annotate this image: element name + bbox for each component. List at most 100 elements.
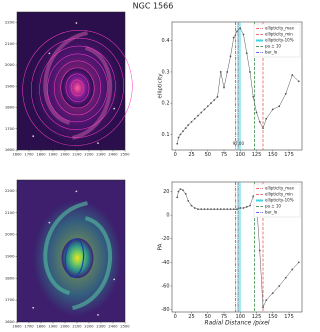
data-point [197, 208, 199, 211]
star [97, 314, 99, 316]
data-point [258, 121, 261, 123]
y-tick-label: 1700 [5, 297, 15, 302]
data-point [242, 33, 245, 36]
data-point [197, 114, 199, 117]
y-tick-label: 2100 [5, 210, 15, 215]
star [97, 142, 99, 145]
x-tick-label: 175 [284, 314, 294, 320]
y-axis-label: PA [158, 243, 164, 250]
data-point [239, 27, 242, 30]
legend-label: ellipticity-10% [265, 198, 294, 203]
isophote-ellipse [39, 45, 116, 131]
y-tick-label: 2200 [5, 20, 15, 25]
data-point [216, 96, 219, 98]
data-point [182, 189, 184, 192]
data-point [203, 108, 206, 111]
x-tick-label: 1700 [24, 153, 34, 157]
star [75, 22, 78, 24]
data-point [200, 208, 203, 211]
y-tick-label: 0.4 [162, 38, 170, 44]
legend-label: ellipticity_max [265, 186, 295, 191]
star [75, 190, 78, 193]
data-point [245, 52, 248, 55]
star [32, 135, 35, 138]
spiral-arm [71, 45, 113, 140]
x-tick-label: 25 [188, 314, 194, 320]
data-point [176, 196, 179, 199]
data-point [190, 121, 193, 123]
y-axis-label: ellipticity [158, 73, 164, 99]
data-point [291, 268, 294, 271]
y-tick-label: 2200 [5, 188, 15, 193]
y-tick-label: 0.1 [162, 132, 170, 138]
y-tick-label: 0.2 [162, 101, 170, 107]
data-point [219, 71, 222, 73]
y-tick-label: 1900 [5, 83, 15, 88]
x-tick-label: 1800 [36, 325, 46, 329]
data-point [262, 127, 264, 130]
x-tick-label: 175 [284, 152, 294, 158]
y-tick-label: 1900 [5, 253, 15, 258]
x-tick-label: 150 [268, 314, 278, 320]
legend-label: pa ± 10 [265, 204, 281, 209]
data-point [242, 207, 245, 209]
band [237, 22, 241, 150]
x-tick-label: 2000 [60, 325, 70, 329]
isophote-ellipse [70, 79, 85, 97]
legend-label: bar_lo [265, 50, 278, 55]
x-tick-label: 2100 [72, 325, 82, 329]
data-point [206, 105, 209, 108]
data-point [206, 208, 209, 211]
y-tick-label: 2100 [5, 41, 15, 46]
y-tick-label: -80 [161, 307, 169, 313]
data-point [200, 111, 203, 114]
x-tick-label: 0 [174, 152, 177, 158]
data-point [252, 195, 255, 198]
x-tick-label: 1600 [12, 153, 22, 157]
y-tick-label: 0.3 [162, 69, 170, 75]
data-point [236, 30, 238, 33]
figure: NGC 1566 1600 1700 1800 1900 2000 2100 2200 230… [5, 2, 303, 329]
x-tick-label: 2300 [96, 153, 106, 157]
x-tick-label: 1900 [48, 325, 58, 329]
data-point [203, 208, 206, 211]
x-tick-label: 2400 [108, 325, 118, 329]
x-tick-label: 1600 [12, 325, 22, 329]
x-tick-label: 50 [205, 152, 211, 158]
legend-label: ellipticity-10% [265, 38, 294, 43]
data-point [245, 205, 248, 208]
x-tick-label: 2500 [120, 325, 130, 329]
data-point [265, 117, 268, 120]
y-tick-label: 0 [166, 213, 169, 219]
star [113, 278, 116, 281]
band [237, 182, 241, 312]
x-tick-label: 100 [235, 314, 245, 320]
spiral-arm [71, 216, 113, 311]
x-tick-label: 1900 [48, 153, 58, 157]
figure-title: NGC 1566 [133, 2, 174, 11]
x-tick-label: 1700 [24, 325, 34, 329]
data-point [187, 124, 190, 126]
x-tick-label: 100 [235, 152, 245, 158]
data-point [297, 261, 300, 264]
x-tick-label: 2000 [60, 153, 70, 157]
data-point [297, 80, 300, 83]
data-point [252, 96, 255, 98]
star [48, 221, 51, 224]
data-point [271, 108, 274, 111]
y-tick-label: 1600 [5, 147, 15, 152]
y-tick-label: 1600 [5, 319, 15, 324]
x-tick-label: 25 [188, 152, 194, 158]
isophote-ellipse [30, 37, 124, 138]
x-tick-label: 1800 [36, 153, 46, 157]
x-tick-label: 2100 [72, 153, 82, 157]
x-tick-label: 2300 [96, 325, 106, 329]
y-tick-label: 2000 [5, 232, 15, 237]
data-point [193, 207, 196, 209]
data-point [284, 276, 287, 279]
legend-label: bar_lo [265, 210, 278, 215]
data-point [193, 117, 196, 120]
image-frame [16, 179, 126, 323]
y-tick-label: 1700 [5, 126, 15, 131]
data-point [249, 71, 251, 73]
